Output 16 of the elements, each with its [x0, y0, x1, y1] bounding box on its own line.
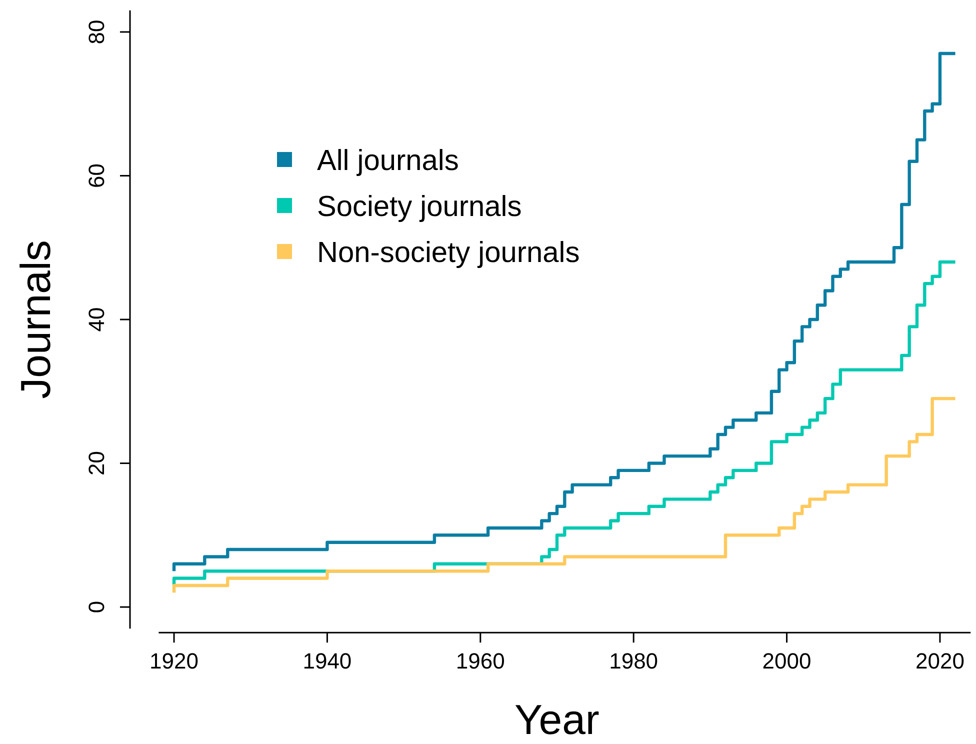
legend-label: Society journals [317, 191, 522, 223]
legend-label: All journals [317, 145, 459, 177]
x-tick-label: 1920 [150, 648, 198, 674]
y-axis-title: Journals [12, 240, 59, 399]
x-axis-title: Year [514, 696, 600, 743]
y-tick-label: 40 [84, 307, 109, 332]
y-tick-label: 80 [84, 20, 109, 44]
x-tick-label: 2020 [915, 648, 964, 674]
x-tick-label: 1980 [609, 648, 658, 674]
x-tick-label: 1960 [456, 648, 505, 674]
legend-label: Non-society journals [317, 237, 580, 269]
y-tick-label: 60 [84, 163, 109, 188]
x-tick-label: 2000 [762, 648, 812, 674]
y-tick-label: 0 [84, 600, 109, 614]
x-tick-label: 1940 [302, 648, 352, 674]
y-tick-label: 20 [84, 451, 109, 476]
